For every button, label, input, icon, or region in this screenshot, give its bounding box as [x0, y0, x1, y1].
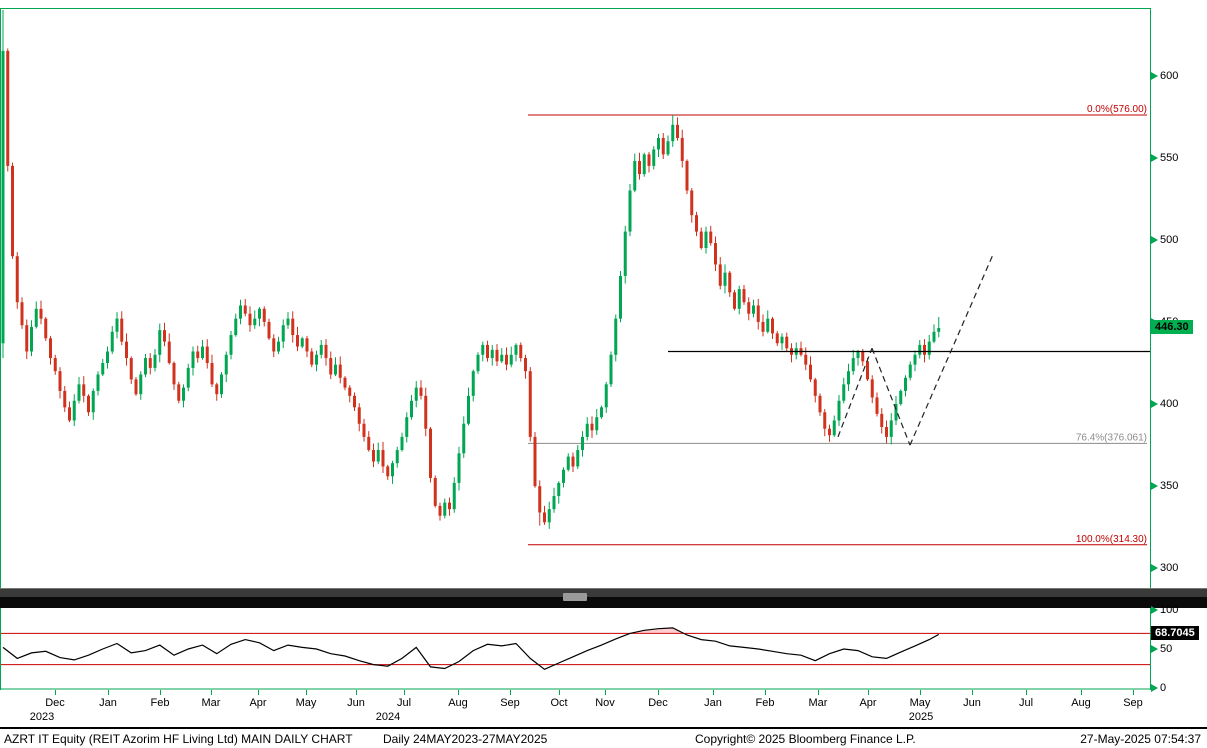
month-tick	[510, 690, 511, 695]
month-label: Jun	[963, 697, 981, 709]
month-label: May	[909, 697, 931, 709]
month-tick	[559, 690, 560, 695]
axis-tick: 500	[1151, 234, 1178, 246]
month-tick	[458, 690, 459, 695]
svg-text:0.0%(576.00): 0.0%(576.00)	[1087, 104, 1147, 115]
month-tick	[658, 690, 659, 695]
indicator-value-badge: 68.7045	[1151, 626, 1199, 641]
chart-period: Daily 24MAY2023-27MAY2025	[383, 732, 548, 746]
month-tick	[1081, 690, 1082, 695]
time-axis: Dec Jan Feb Mar Apr May Jun Jul Aug Sep Oct Nov Dec J…	[0, 690, 1207, 727]
projection-dashed-lines	[837, 254, 994, 446]
month-label: Aug	[1071, 697, 1091, 709]
tick-arrow-icon	[1151, 606, 1158, 614]
month-tick	[55, 690, 56, 695]
axis-tick: 550	[1151, 152, 1178, 164]
tick-arrow-icon	[1151, 235, 1158, 244]
month-tick	[1026, 690, 1027, 695]
month-label: Sep	[1123, 697, 1143, 709]
month-label: Mar	[808, 697, 828, 709]
month-tick	[356, 690, 357, 695]
fib-retracement-lines: 0.0%(576.00) 76.4%(376.061) 100.0%(314.30)	[528, 104, 1147, 546]
month-label: Jan	[704, 697, 722, 709]
month-label: Mar	[201, 697, 221, 709]
splitter-grip-icon[interactable]	[563, 593, 587, 601]
tick-arrow-icon	[1151, 153, 1158, 162]
axis-tick: 600	[1151, 70, 1178, 82]
tick-arrow-icon	[1151, 645, 1158, 653]
month-tick	[920, 690, 921, 695]
month-label: Aug	[448, 697, 468, 709]
axis-tick: 100	[1151, 604, 1178, 616]
splitter-band	[0, 588, 1207, 598]
candlestick-series	[1, 9, 941, 529]
month-label: Dec	[45, 697, 65, 709]
status-bar: AZRT IT Equity (REIT Azorim HF Living Lt…	[0, 727, 1207, 748]
month-label: Feb	[755, 697, 775, 709]
tick-arrow-icon	[1151, 684, 1158, 692]
month-label: Sep	[500, 697, 520, 709]
tick-arrow-icon	[1151, 400, 1158, 409]
month-label: Jul	[396, 697, 412, 709]
axis-tick: 0	[1151, 682, 1166, 694]
tick-arrow-icon	[1151, 71, 1158, 80]
month-tick	[306, 690, 307, 695]
month-tick	[108, 690, 109, 695]
month-tick	[765, 690, 766, 695]
timestamp-text: 27-May-2025 07:54:37	[1080, 732, 1201, 746]
svg-text:76.4%(376.061): 76.4%(376.061)	[1076, 432, 1147, 443]
tick-arrow-icon	[1151, 482, 1158, 491]
indicator-panel[interactable]	[0, 608, 1207, 690]
axis-tick: 400	[1151, 398, 1178, 410]
month-label: Nov	[595, 697, 615, 709]
month-tick	[713, 690, 714, 695]
axis-tick: 300	[1151, 562, 1178, 574]
chart-title: AZRT IT Equity (REIT Azorim HF Living Lt…	[4, 732, 353, 746]
axis-tick: 50	[1151, 643, 1172, 655]
month-label: Jan	[99, 697, 117, 709]
month-tick	[605, 690, 606, 695]
month-tick	[868, 690, 869, 695]
year-label: 2025	[908, 711, 934, 723]
month-label: Jun	[347, 697, 365, 709]
month-tick	[211, 690, 212, 695]
month-label: Apr	[859, 697, 877, 709]
month-label: Apr	[249, 697, 267, 709]
year-label: 2023	[29, 711, 55, 723]
month-tick	[160, 690, 161, 695]
main-price-chart[interactable]: 0.0%(576.00) 76.4%(376.061) 100.0%(314.30)	[0, 0, 1207, 590]
month-label: Oct	[550, 697, 568, 709]
splitter-band	[0, 597, 1207, 608]
month-label: May	[295, 697, 317, 709]
month-tick	[404, 690, 405, 695]
month-label: Jul	[1018, 697, 1034, 709]
month-tick	[972, 690, 973, 695]
panel-splitter[interactable]	[0, 588, 1207, 608]
axis-tick: 350	[1151, 480, 1178, 492]
month-tick	[1133, 690, 1134, 695]
year-label: 2024	[375, 711, 401, 723]
svg-text:100.0%(314.30): 100.0%(314.30)	[1076, 534, 1147, 545]
indicator-line	[2, 627, 940, 670]
overbought-shading	[630, 627, 684, 634]
last-price-badge: 446.30	[1151, 319, 1193, 334]
month-tick	[258, 690, 259, 695]
copyright-text: Copyright© 2025 Bloomberg Finance L.P.	[695, 732, 916, 746]
month-label: Dec	[648, 697, 668, 709]
tick-arrow-icon	[1151, 564, 1158, 573]
month-label: Feb	[150, 697, 170, 709]
month-tick	[818, 690, 819, 695]
